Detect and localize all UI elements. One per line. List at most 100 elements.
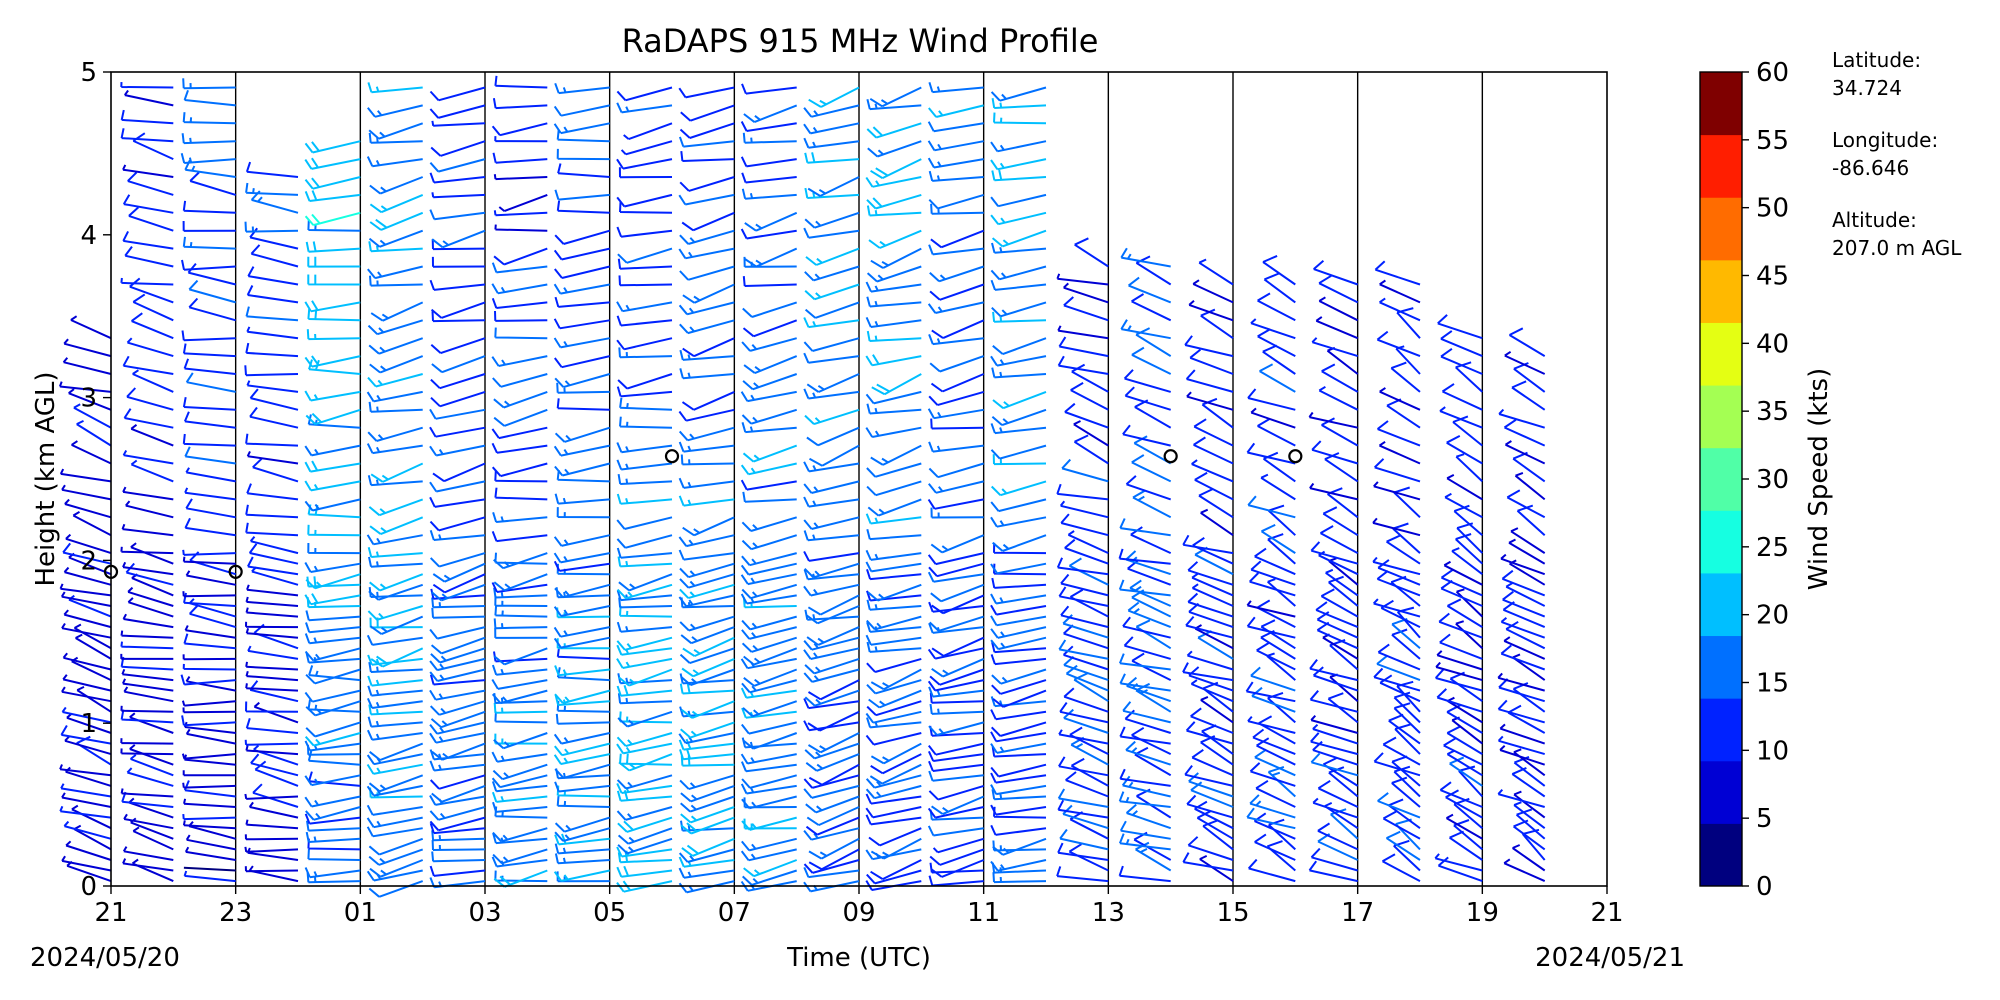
wind-barb [616, 774, 673, 790]
wind-barb [928, 390, 984, 407]
wind-barb [1437, 314, 1483, 340]
wind-barb [307, 849, 361, 861]
wind-barb [304, 176, 361, 190]
wind-barb [304, 355, 361, 368]
barb-column [927, 82, 985, 887]
wind-barb [61, 686, 112, 703]
wind-barb [805, 753, 860, 772]
x-axis-end-date: 2024/05/21 [1535, 943, 1685, 973]
wind-barb [491, 462, 548, 478]
barb-column [1118, 247, 1172, 883]
wind-barb [368, 556, 423, 568]
barb-column [429, 86, 486, 889]
latitude-value: 34.724 [1832, 76, 1902, 100]
wind-barb [1510, 527, 1546, 554]
wind-barb [429, 822, 486, 835]
barb-column [244, 161, 299, 883]
wind-barb [366, 804, 423, 816]
wind-barb [803, 337, 860, 352]
wind-barb [1440, 569, 1483, 597]
wind-barb [63, 338, 112, 358]
wind-barb [554, 296, 610, 308]
wind-barb [678, 426, 735, 442]
wind-barb [493, 869, 548, 888]
wind-barb [246, 326, 299, 340]
wind-barb [430, 373, 486, 390]
wind-barb [429, 86, 486, 102]
wind-barb [741, 422, 797, 434]
wind-barb [554, 853, 610, 865]
wind-barb [491, 283, 548, 295]
wind-barb [617, 473, 673, 485]
wind-barb [185, 467, 236, 483]
wind-barb [250, 244, 299, 268]
wind-barb [1504, 440, 1546, 465]
wind-barb [491, 791, 548, 803]
wind-barb [617, 556, 673, 568]
wind-barb [430, 140, 486, 157]
wind-barb [807, 176, 860, 197]
wind-barb [929, 283, 985, 301]
wind-barb [740, 562, 797, 576]
wind-barb [304, 867, 361, 879]
y-tick-label: 2 [80, 546, 97, 576]
colorbar-segment [1700, 510, 1742, 574]
wind-barb [431, 830, 486, 842]
wind-barb [554, 827, 610, 842]
wind-barb [619, 397, 673, 411]
wind-barb [1373, 481, 1421, 501]
wind-barb [616, 865, 673, 878]
wind-barb [1254, 547, 1296, 576]
wind-barb [1322, 506, 1359, 537]
wind-barb [928, 770, 984, 782]
wind-barb [120, 641, 174, 650]
wind-barb [806, 426, 860, 447]
colorbar-tick-label: 35 [1756, 397, 1789, 427]
wind-barb [808, 86, 860, 108]
wind-barb [680, 721, 735, 739]
wind-barb [494, 605, 548, 618]
wind-barb [1379, 279, 1421, 304]
wind-barb [1372, 517, 1421, 537]
wind-barb [61, 855, 112, 872]
wind-barb [182, 654, 236, 661]
wind-barb [1435, 661, 1483, 682]
wind-barb [494, 75, 548, 89]
wind-barb [1497, 699, 1545, 724]
wind-barb [1321, 417, 1359, 447]
wind-barb [491, 774, 548, 789]
colorbar-segment [1700, 197, 1742, 261]
wind-barb [430, 583, 486, 602]
wind-barb [431, 192, 486, 199]
wind-barb [185, 570, 236, 586]
wind-barb [304, 795, 361, 808]
wind-barb [245, 182, 299, 196]
wind-barb [1065, 664, 1109, 692]
wind-barb [928, 686, 984, 698]
wind-barb [431, 742, 486, 761]
wind-barb [1443, 560, 1483, 586]
wind-barb [865, 774, 922, 789]
colorbar-tick-label: 40 [1756, 329, 1789, 359]
wind-barb [990, 193, 1047, 208]
wind-barb [804, 283, 860, 301]
wind-barb [1393, 486, 1421, 519]
wind-barb [369, 742, 424, 761]
wind-barb [304, 480, 361, 492]
wind-barb [930, 229, 985, 249]
wind-barb [1247, 715, 1296, 734]
wind-barb [1135, 327, 1172, 357]
wind-barb [1310, 541, 1358, 565]
wind-barb [680, 806, 735, 824]
wind-barb [245, 670, 299, 682]
wind-barb [429, 172, 486, 184]
wind-barb [62, 357, 112, 375]
wind-barb [182, 814, 236, 821]
wind-barb [553, 636, 610, 649]
wind-barb [181, 133, 236, 145]
wind-barb [1436, 688, 1483, 713]
wind-barb [429, 444, 486, 457]
wind-barb [554, 843, 610, 855]
barb-column [491, 75, 548, 888]
wind-barb [366, 816, 423, 829]
